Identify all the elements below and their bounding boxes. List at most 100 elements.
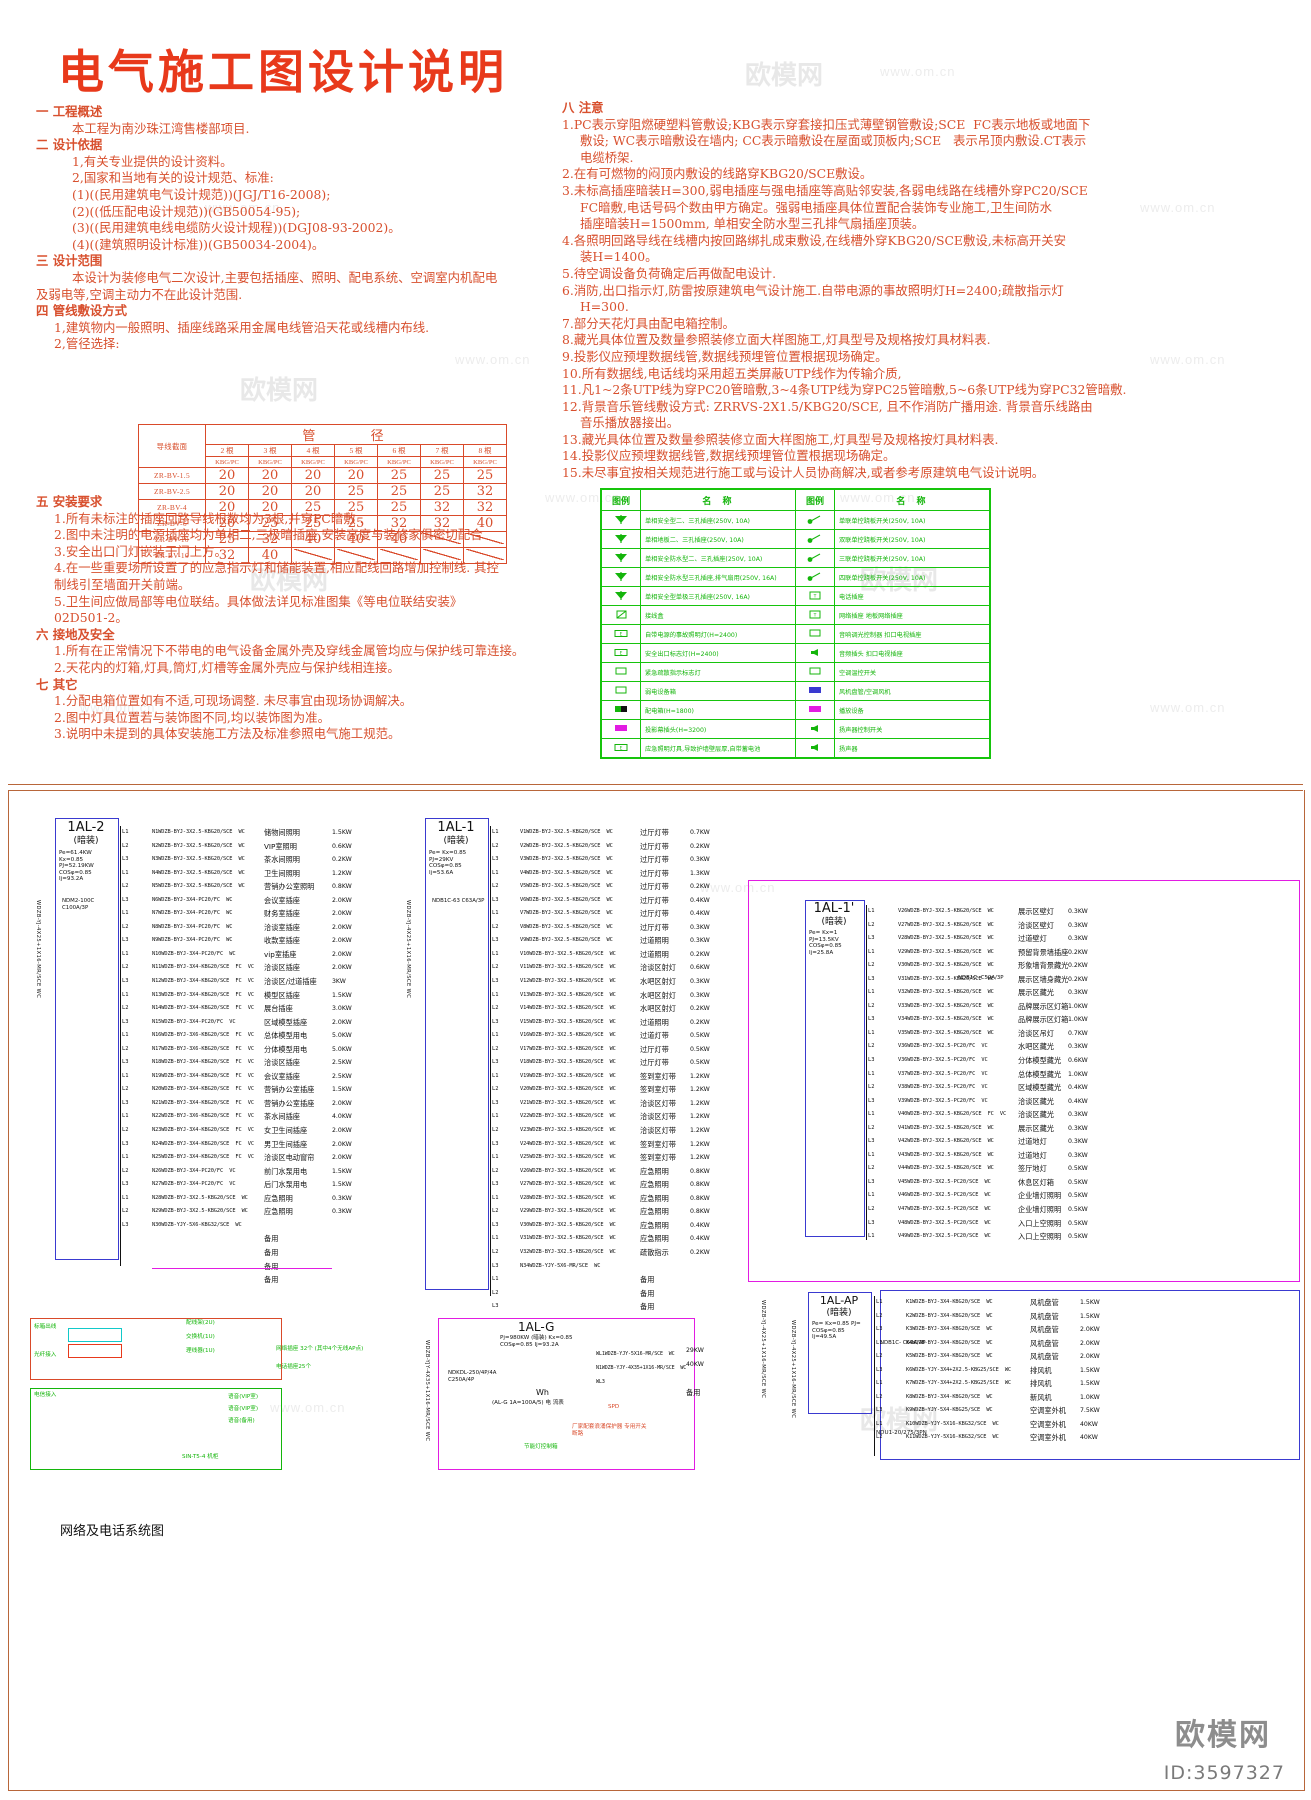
network-label: 网络插座 32个 (其中4个无线AP点) bbox=[276, 1346, 364, 1352]
load-name-list-1al-1: 过厅灯带 过厅灯带 过厅灯带 过厅灯带 过厅灯带 过厅灯带 过厅灯带 过厅灯带 … bbox=[640, 828, 676, 1312]
section-box-1al-ap bbox=[880, 1290, 1300, 1460]
panel-box-1al-1 bbox=[425, 818, 489, 1290]
wire-table-row-label: ZR-BV-6 bbox=[138, 515, 206, 532]
wire-table-cell bbox=[291, 547, 335, 564]
panel-box-1al-ap bbox=[808, 1292, 872, 1414]
panel-breaker-1al-2: NDM2-100C C100A/3P bbox=[62, 898, 95, 911]
spec-line: 14.投影仪应预埋数据线管,数据线预埋管位置根据现场确定。 bbox=[562, 448, 896, 464]
watermark: www.om.cn bbox=[1150, 352, 1226, 367]
alg-bottom-note: 节能灯控制箱 bbox=[524, 1444, 558, 1450]
watermark-brand: 欧模网 bbox=[745, 61, 824, 91]
wire-table-cell: 32 bbox=[248, 531, 292, 548]
legend-name: 音频插头 扣口电视插座 bbox=[834, 643, 991, 663]
wire-table-row-label: ZR-BV-1.5 bbox=[138, 467, 206, 484]
spec-line: H=300. bbox=[580, 299, 629, 315]
network-label: 电话插座25个 bbox=[276, 1364, 312, 1370]
wire-table-sub-header: KBG/PC bbox=[291, 456, 335, 468]
wire-table-count-header: 2 根 bbox=[205, 444, 249, 457]
legend-table: 图例名 称图例名 称单相安全型二、三孔插座(250V, 10A) 单联单控跷板开关… bbox=[600, 488, 991, 759]
spec-line: (4)((建筑照明设计标准))(GB50034-2004)。 bbox=[72, 236, 325, 252]
spec-line: 本设计为装修电气二次设计,主要包括插座、照明、配电系统、空调室内机配电 bbox=[72, 269, 498, 285]
wire-table-cell bbox=[420, 531, 464, 548]
wire-table-cell: 25 bbox=[334, 499, 378, 516]
wire-table-count-header: 6 根 bbox=[377, 444, 421, 457]
spec-line: 1.PC表示穿阻燃硬塑料管敷设;KBG表示穿套接扣压式薄壁钢管敷设;SCE FC… bbox=[562, 116, 1091, 132]
wire-table-sub-header: KBG/PC bbox=[377, 456, 421, 468]
bus-line bbox=[874, 1296, 875, 1456]
load-power-list-1al-1: 0.7KW 0.2KW 0.3KW 1.3KW 0.2KW 0.4KW 0.4K… bbox=[690, 829, 710, 1256]
spd-label: SPD bbox=[608, 1404, 620, 1410]
wire-table-row-label: ZR-BV-10 bbox=[138, 531, 206, 548]
legend-row: 单相地板二、三孔插座(250V, 10A) 双联单控跷板开关(250V, 10A) bbox=[600, 529, 991, 549]
legend-name: 应急照明灯具,导致护墙壁层厚,自带蓄电池 bbox=[640, 738, 796, 759]
socket-waterproof-icon bbox=[600, 548, 641, 568]
spec-line: (1)((民用建筑电气设计规范))(JGJ/T16-2008); bbox=[72, 186, 331, 202]
wire-table-row-label: ZR-BV-16 bbox=[138, 547, 206, 564]
legend-name: 扬声器 bbox=[834, 738, 991, 759]
wire-table-cell: 20 bbox=[334, 467, 378, 484]
panel-incoming-1al-ap: WDZB-YJ-4X25+1X16-MR/SCE WC bbox=[790, 1320, 796, 1419]
network-label: 理线器(1U) bbox=[186, 1348, 215, 1354]
watermark: www.om.cn bbox=[1150, 700, 1226, 715]
spec-line: 本工程为南沙珠江湾售楼部项目. bbox=[72, 120, 250, 136]
projector-icon bbox=[600, 719, 641, 739]
wire-table-cell: 25 bbox=[291, 499, 335, 516]
socket-safety-icon bbox=[600, 510, 641, 530]
wire-table-cell: 20 bbox=[291, 483, 335, 500]
socket-waterproof-fan-icon bbox=[600, 567, 641, 587]
wire-table-count-header: 8 根 bbox=[463, 444, 507, 457]
legend-header-name: 名 称 bbox=[640, 488, 796, 511]
legend-name: 单相安全防水型三孔插座,排气扇用(250V, 16A) bbox=[640, 567, 796, 587]
wire-table-cell: 20 bbox=[205, 499, 249, 516]
legend-name: 四联单控跷板开关(250V, 10A) bbox=[834, 567, 991, 587]
panel-box-1al-2 bbox=[55, 818, 119, 1260]
spec-line: 4.在一些重要场所设置了的应急指示灯和储能装置,相应配线回路增加控制线. 其控 bbox=[54, 560, 499, 576]
panel-box-1al-1p bbox=[805, 900, 865, 1237]
load-power-list-1al-2: 1.5KW 0.6KW 0.2KW 1.2KW 0.8KW 2.0KW 2.0K… bbox=[332, 829, 352, 1216]
fire-alarm-icon bbox=[600, 662, 641, 682]
legend-name: 接线盒 bbox=[640, 605, 796, 625]
spec-line: 1,建筑物内一般照明、插座线路采用金属电线管沿天花或线槽内布线. bbox=[54, 319, 430, 335]
panel-name-1al-1: 1AL-1 bbox=[437, 820, 475, 835]
legend-row: E 应急照明灯具,导致护墙壁层厚,自带蓄电池 扬声器 bbox=[600, 738, 991, 759]
distribution-box-icon bbox=[600, 700, 641, 720]
legend-header-symbol: 图例 bbox=[795, 488, 835, 511]
spec-line: 3.说明中未提到的具体安装施工方法及标准参照电气施工规范。 bbox=[54, 726, 401, 742]
spec-line: 装H=1400。 bbox=[580, 249, 658, 265]
wire-table-cell: 25 bbox=[291, 515, 335, 532]
wire-table-sub-header: KBG/PC bbox=[334, 456, 378, 468]
legend-name: 弱电设备箱 bbox=[640, 681, 796, 701]
network-patch-box bbox=[68, 1328, 122, 1342]
legend-name: 安全出口标志灯(H=2400) bbox=[640, 643, 796, 663]
spec-line: 五 安装要求 bbox=[36, 494, 103, 509]
network-label: 光纤接入 bbox=[34, 1352, 57, 1358]
wire-table-cell bbox=[463, 531, 507, 548]
legend-name: 空调温控开关 bbox=[834, 662, 991, 682]
panel-incoming-1al-2: WDZB-YJ-4X25+1X16-MR/SCE WC bbox=[35, 900, 41, 999]
tv-outlet-icon bbox=[795, 624, 835, 644]
fan-coil-icon bbox=[795, 681, 835, 701]
spec-line: 02D501-2。 bbox=[54, 610, 128, 626]
watermark-brand: 欧模网 bbox=[1175, 1718, 1271, 1753]
spec-line: 1.所有在正常情况下不带电的电气设备金属外壳及穿线金属管均应与保护线可靠连接。 bbox=[54, 643, 525, 659]
spec-line: 2.天花内的灯箱,灯具,筒灯,灯槽等金属外壳应与保护线相连接。 bbox=[54, 659, 400, 675]
spec-line: 2.图中灯具位置若与装饰图不同,均以装饰图为准。 bbox=[54, 709, 330, 725]
legend-name: 扬声器控制开关 bbox=[834, 719, 991, 739]
svg-text:T: T bbox=[813, 612, 817, 618]
spec-line: 6.消防,出口指示灯,防雷按原建筑电气设计施工.自带电源的事故照明灯H=2400… bbox=[562, 282, 1064, 298]
legend-name: 单相地板二、三孔插座(250V, 10A) bbox=[640, 529, 796, 549]
legend-name: 紧急疏散指示标志灯 bbox=[640, 662, 796, 682]
table-row: ZR-BV-6 20 25 25 25 32 32 40 bbox=[138, 515, 507, 532]
network-label: SIN-T5-4 机柜 bbox=[182, 1454, 219, 1460]
legend-row: 投影幕插头(H=3200) 扬声器控制开关 bbox=[600, 719, 991, 739]
svg-text:T: T bbox=[813, 593, 817, 599]
bus-line bbox=[490, 826, 491, 1296]
load-power-list-1al-ap: 1.5KW 1.5KW 2.0KW 2.0KW 2.0KW 1.5KW 1.5K… bbox=[1080, 1299, 1100, 1442]
svg-text:E: E bbox=[620, 631, 623, 637]
panel-name-1al-1p: 1AL-1' bbox=[813, 901, 855, 916]
wire-table-cell: 32 bbox=[463, 499, 507, 516]
spec-line: 3.未标高插座暗装H=300,弱电插座与强电插座等高贴邻安装,各弱电线路在线槽外… bbox=[562, 182, 1088, 198]
circuit-list-1al-1p: V26WDZB-BYJ-3X2.5-KBG20/SCE WC V27WDZB-B… bbox=[898, 908, 1007, 1240]
spec-line: 音乐播放器接出。 bbox=[580, 415, 680, 431]
wire-table-sub-header: KBG/PC bbox=[248, 456, 292, 468]
